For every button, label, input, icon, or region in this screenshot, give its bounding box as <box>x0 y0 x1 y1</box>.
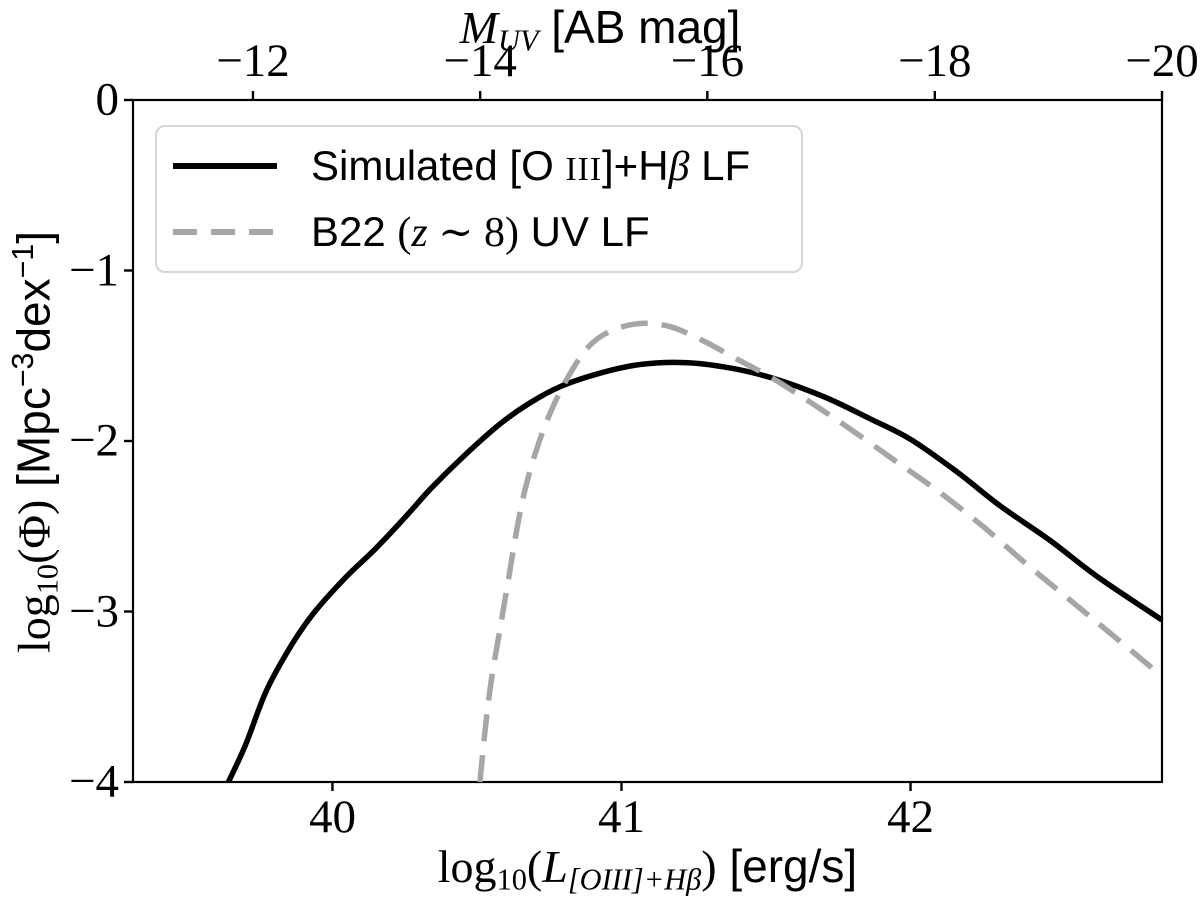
legend-text: B22 <box>311 207 398 255</box>
legend-text-smallcaps: III <box>565 150 602 188</box>
top-axis-unit: [AB mag] <box>538 1 741 53</box>
y-tick-label-0: 0 <box>95 73 120 126</box>
x-tick-label-42: 42 <box>887 791 935 843</box>
curve-simulated-oiii-hbeta-lf <box>225 359 1164 784</box>
legend-text-math: ∼ 8 <box>427 209 505 256</box>
muv-subscript: UV <box>497 23 539 58</box>
y-tick-label-−2: −2 <box>68 414 119 467</box>
y-axis-unit-open: [Mpc <box>7 387 60 500</box>
x-axis-unit: [erg/s] <box>716 840 858 892</box>
mpc-exponent: −3 <box>7 352 40 388</box>
y-tick-label-−3: −3 <box>68 585 119 637</box>
legend-text: LF <box>689 141 751 189</box>
dex-text: dex <box>7 278 60 353</box>
curve-b22-uv-lf <box>477 320 1164 783</box>
luminosity-subscript: [OIII]+Hβ <box>567 862 702 897</box>
log-base: 10 <box>496 862 527 897</box>
legend-text: UV LF <box>518 207 650 255</box>
top-tick-label--18: −18 <box>898 35 972 87</box>
log-base: 10 <box>30 563 65 595</box>
legend: Simulated [O III]+Hβ LF B22 (z ∼ 8) UV L… <box>155 125 803 273</box>
top-axis-label: MUV [AB mag] <box>0 4 1200 56</box>
y-axis-unit-close: ] <box>7 230 60 244</box>
legend-solid-line-sample <box>173 163 277 169</box>
legend-label-simulated-lf: Simulated [O III]+Hβ LF <box>311 141 751 190</box>
legend-paren: ( <box>397 209 412 256</box>
legend-beta-symbol: β <box>668 143 690 190</box>
y-tick-label-−4: −4 <box>68 755 119 808</box>
legend-paren: ) <box>504 209 519 256</box>
top-tick-label--16: −16 <box>670 35 745 87</box>
legend-text: ]+H <box>602 141 669 189</box>
y-tick-label-−1: −1 <box>68 244 119 296</box>
top-tick-label--14: −14 <box>443 35 517 87</box>
legend-entry-simulated-lf: Simulated [O III]+Hβ LF <box>173 140 801 192</box>
log-text: log <box>8 594 60 654</box>
log-text: log <box>437 841 497 892</box>
x-tick-label-41: 41 <box>597 791 645 843</box>
luminosity-symbol: L <box>542 841 568 892</box>
muv-symbol: M <box>459 2 498 53</box>
paren-close: ) <box>701 841 717 892</box>
legend-text: Simulated [O <box>311 141 566 189</box>
legend-dashed-line-sample <box>173 229 277 235</box>
phi-symbol: (Φ) <box>8 499 60 564</box>
top-tick-label--12: −12 <box>216 35 290 87</box>
y-axis-label: log10(Φ) [Mpc−3dex−1] <box>7 92 67 792</box>
x-tick-label-40: 40 <box>308 791 356 843</box>
legend-entry-b22-uv-lf: B22 (z ∼ 8) UV LF <box>173 206 801 258</box>
x-axis-label: log10(L[OIII]+Hβ) [erg/s] <box>0 843 1200 895</box>
legend-z-symbol: z <box>411 209 428 256</box>
dex-exponent: −1 <box>7 243 40 279</box>
paren-open: ( <box>526 841 543 892</box>
top-tick-label--20: −20 <box>1125 35 1199 87</box>
legend-label-b22-uv-lf: B22 (z ∼ 8) UV LF <box>311 207 650 256</box>
